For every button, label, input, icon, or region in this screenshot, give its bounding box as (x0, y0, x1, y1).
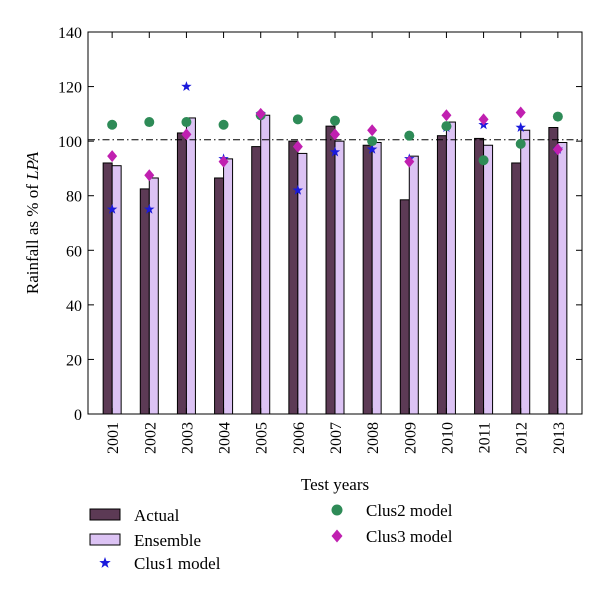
bar-actual-2012 (511, 162, 522, 415)
clus3-model-point-2001 (107, 150, 118, 163)
legend-label-clus3-model: Clus3 model (366, 527, 453, 546)
bar-actual-2009 (399, 199, 410, 415)
y-axis-label-text: Rainfall as % of (23, 180, 42, 294)
y-tick-label-40: 40 (66, 298, 82, 315)
legend-label-actual: Actual (134, 506, 180, 525)
clus2-model-point-2006 (292, 114, 303, 125)
bar-actual-2001 (102, 162, 113, 415)
clus3-model-point-2002 (144, 169, 155, 182)
clus3-model-point-2012 (515, 106, 526, 119)
clus2-model-point-2008 (367, 136, 378, 147)
clus2-model-point-2004 (218, 119, 229, 130)
bar-ensemble-2007 (334, 140, 345, 415)
clus3-model-point-2004 (218, 155, 229, 168)
bar-ensemble-2010 (445, 121, 456, 415)
x-tick-label-2010: 2010 (439, 422, 456, 454)
x-tick-label-2006: 2006 (291, 422, 308, 454)
clus2-model-point-2007 (330, 115, 340, 126)
bar-ensemble-2004 (223, 158, 234, 415)
legend-swatch-ensemble (89, 533, 121, 546)
clus3-model-point-2005 (255, 107, 266, 120)
bar-ensemble-2011 (483, 144, 494, 415)
y-axis-label: Rainfall as % of LPA (23, 151, 42, 294)
bar-ensemble-2003 (185, 117, 196, 415)
x-tick-label-2007: 2007 (328, 422, 345, 454)
clus3-model-point-2007 (330, 128, 340, 141)
bar-ensemble-2005 (260, 114, 271, 415)
x-tick-label-2013: 2013 (551, 422, 568, 454)
bar-actual-2010 (436, 135, 447, 415)
x-tick-label-2009: 2009 (402, 422, 419, 454)
clus1-model-point-2001 (106, 203, 118, 214)
legend-swatch-clus3-model (331, 529, 343, 543)
clus3-model-point-2013 (552, 143, 563, 156)
bar-actual-2013 (548, 127, 559, 415)
legend-label-ensemble: Ensemble (134, 531, 201, 550)
clus3-model-point-2008 (367, 124, 378, 137)
bar-actual-2002 (139, 188, 150, 415)
clus3-model-point-2011 (478, 113, 489, 126)
clus2-model-point-2002 (144, 117, 155, 128)
x-tick-label-2005: 2005 (254, 422, 271, 454)
x-tick-label-2011: 2011 (477, 422, 494, 453)
bar-actual-2004 (214, 177, 225, 415)
clus2-model-point-2003 (181, 117, 192, 128)
y-tick-label-60: 60 (66, 243, 82, 260)
clus3-model-point-2009 (404, 155, 415, 168)
clus1-model-point-2006 (292, 184, 304, 195)
clus2-model-point-2012 (515, 138, 526, 149)
x-tick-label-2002: 2002 (142, 422, 159, 454)
clus3-model-point-2003 (181, 128, 192, 141)
y-tick-label-20: 20 (66, 352, 82, 369)
clus3-model-point-2006 (292, 140, 303, 153)
bar-actual-2011 (474, 137, 485, 415)
bar-ensemble-2008 (371, 142, 382, 415)
legend-swatch-clus2-model (331, 504, 343, 516)
y-tick-label-120: 120 (58, 80, 82, 97)
clus3-model-point-2010 (441, 109, 452, 122)
clus2-model-point-2010 (441, 121, 452, 132)
x-tick-label-2001: 2001 (105, 422, 122, 454)
bar-actual-2007 (325, 125, 336, 415)
y-tick-label-140: 140 (58, 25, 82, 42)
bar-ensemble-2002 (148, 177, 159, 415)
legend-label-clus1-model: Clus1 model (134, 554, 221, 573)
bar-actual-2006 (288, 140, 299, 415)
x-axis-label: Test years (301, 475, 369, 494)
bar-actual-2008 (362, 144, 373, 415)
clus2-model-point-2013 (552, 111, 563, 122)
bar-actual-2003 (176, 132, 187, 415)
legend-swatch-actual (89, 508, 121, 521)
bar-ensemble-2009 (408, 155, 419, 415)
y-tick-label-0: 0 (74, 407, 82, 424)
legend-label-clus2-model: Clus2 model (366, 501, 453, 520)
bar-actual-2005 (251, 146, 262, 415)
bar-ensemble-2013 (557, 142, 568, 415)
clus2-model-point-2001 (107, 119, 118, 130)
x-tick-label-2008: 2008 (365, 422, 382, 454)
clus1-model-point-2012 (515, 122, 526, 132)
clus1-model-point-2003 (181, 81, 192, 92)
y-tick-label-100: 100 (58, 134, 82, 151)
y-tick-label-80: 80 (66, 189, 82, 206)
bar-ensemble-2001 (111, 165, 122, 415)
clus1-model-point-2002 (144, 203, 155, 214)
x-tick-label-2003: 2003 (179, 422, 196, 454)
bar-ensemble-2012 (520, 129, 531, 415)
y-axis-label-lpa: LPA (23, 151, 42, 181)
legend-swatch-clus1-model (99, 557, 111, 568)
x-tick-label-2004: 2004 (217, 422, 234, 454)
clus2-model-point-2009 (404, 130, 415, 141)
x-tick-label-2012: 2012 (514, 422, 531, 454)
clus1-model-point-2008 (366, 143, 378, 154)
clus1-model-point-2007 (329, 146, 341, 157)
clus2-model-point-2011 (478, 155, 489, 166)
